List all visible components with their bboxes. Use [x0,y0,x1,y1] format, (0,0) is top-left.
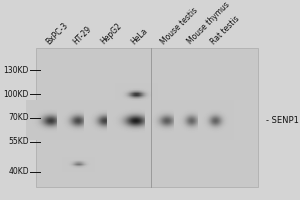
Text: Mouse thymus: Mouse thymus [185,0,231,46]
Text: 40KD: 40KD [8,167,29,176]
Text: 70KD: 70KD [8,113,29,122]
Text: BxPC-3: BxPC-3 [44,20,70,46]
Text: HeLa: HeLa [130,26,150,46]
Text: - SENP1: - SENP1 [266,116,299,125]
Text: 55KD: 55KD [8,137,29,146]
Text: Mouse testis: Mouse testis [159,5,200,46]
Text: HepG2: HepG2 [98,21,123,46]
FancyBboxPatch shape [36,48,258,187]
Text: Rat testis: Rat testis [209,14,242,46]
Text: HT-29: HT-29 [71,24,93,46]
Text: 130KD: 130KD [4,66,29,75]
Text: 100KD: 100KD [4,90,29,99]
